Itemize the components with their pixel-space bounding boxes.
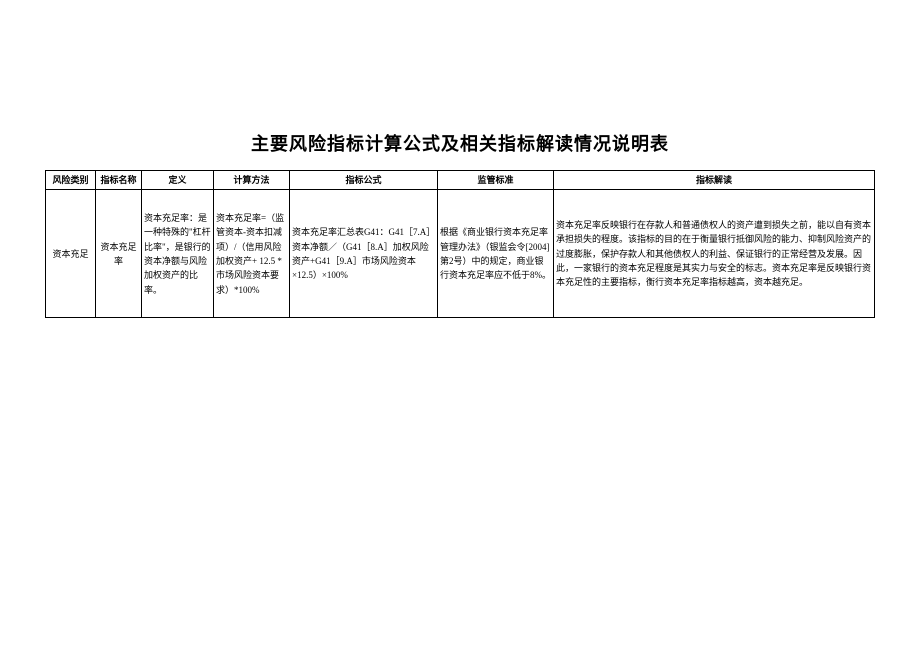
cell-formula: 资本充足率汇总表G41：G41［7.A］资本净额／（G41［8.A］加权风险资产…: [290, 190, 438, 318]
header-name: 指标名称: [96, 171, 142, 190]
header-interpretation: 指标解读: [554, 171, 875, 190]
header-method: 计算方法: [214, 171, 290, 190]
risk-indicator-table: 风险类别 指标名称 定义 计算方法 指标公式 监管标准 指标解读 资本充足 资本…: [45, 170, 875, 318]
cell-standard: 根据《商业银行资本充足率管理办法》（银监会令[2004] 第2号）中的规定，商业…: [438, 190, 554, 318]
cell-method: 资本充足率=（监管资本-资本扣减项）/（信用风险加权资产+ 12.5 *市场风险…: [214, 190, 290, 318]
document-container: 主要风险指标计算公式及相关指标解读情况说明表 风险类别 指标名称 定义 计算方法…: [45, 130, 875, 318]
cell-name: 资本充足率: [96, 190, 142, 318]
table-header-row: 风险类别 指标名称 定义 计算方法 指标公式 监管标准 指标解读: [46, 171, 875, 190]
cell-category: 资本充足: [46, 190, 96, 318]
header-formula: 指标公式: [290, 171, 438, 190]
header-standard: 监管标准: [438, 171, 554, 190]
cell-definition: 资本充足率：是一种特殊的"杠杆比率"，是银行的资本净额与风险加权资产的比率。: [142, 190, 214, 318]
table-row: 资本充足 资本充足率 资本充足率：是一种特殊的"杠杆比率"，是银行的资本净额与风…: [46, 190, 875, 318]
header-category: 风险类别: [46, 171, 96, 190]
header-definition: 定义: [142, 171, 214, 190]
document-title: 主要风险指标计算公式及相关指标解读情况说明表: [45, 130, 875, 156]
cell-interpretation: 资本充足率反映银行在存款人和普通债权人的资产遭到损失之前，能以自有资本承担损失的…: [554, 190, 875, 318]
